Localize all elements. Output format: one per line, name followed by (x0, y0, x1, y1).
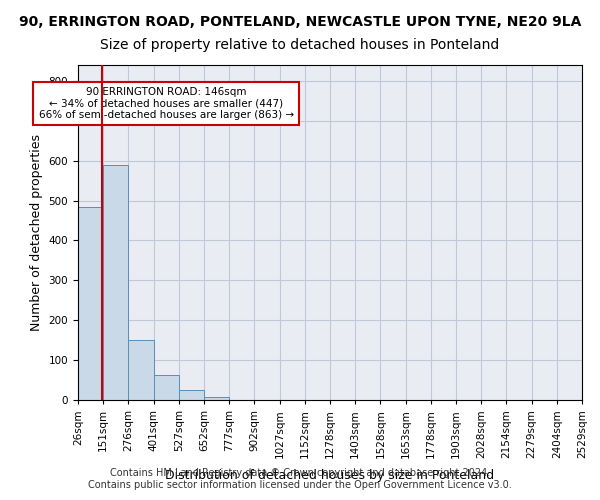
Bar (179, 390, 204, 400)
Bar (128, 340, 154, 400)
Bar (204, 397, 229, 400)
Y-axis label: Number of detached properties: Number of detached properties (30, 134, 43, 331)
Bar (103, 164, 128, 400)
Text: Size of property relative to detached houses in Ponteland: Size of property relative to detached ho… (100, 38, 500, 52)
Text: 90 ERRINGTON ROAD: 146sqm
← 34% of detached houses are smaller (447)
66% of semi: 90 ERRINGTON ROAD: 146sqm ← 34% of detac… (38, 87, 294, 120)
Text: Contains HM Land Registry data © Crown copyright and database right 2024.
Contai: Contains HM Land Registry data © Crown c… (88, 468, 512, 490)
Bar (78, 206, 103, 400)
X-axis label: Distribution of detached houses by size in Ponteland: Distribution of detached houses by size … (166, 469, 494, 482)
Bar (154, 375, 179, 400)
Text: 90, ERRINGTON ROAD, PONTELAND, NEWCASTLE UPON TYNE, NE20 9LA: 90, ERRINGTON ROAD, PONTELAND, NEWCASTLE… (19, 15, 581, 29)
